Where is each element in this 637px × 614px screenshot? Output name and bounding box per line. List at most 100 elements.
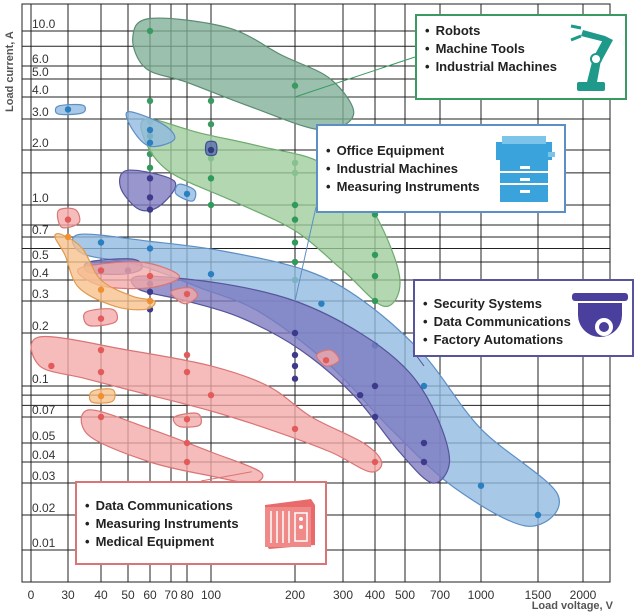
- region-shape: [54, 232, 156, 311]
- data-point: [207, 146, 215, 154]
- data-point: [356, 391, 364, 399]
- data-point: [207, 391, 215, 399]
- callout-data-pink: Data Communications Measuring Instrument…: [75, 481, 327, 565]
- data-point: [420, 382, 428, 390]
- data-point: [183, 290, 191, 298]
- region-shape: [132, 17, 355, 131]
- region-small-pink-2: [315, 349, 340, 367]
- callout-item: Data Communications: [423, 313, 624, 331]
- data-point: [64, 233, 72, 241]
- y-tick-label: 3.0: [32, 105, 49, 119]
- data-point: [97, 368, 105, 376]
- y-tick-label: 0.07: [32, 403, 56, 417]
- x-tick-label: 100: [201, 588, 221, 602]
- y-tick-label: 5.0: [32, 65, 49, 79]
- callout-item: Industrial Machines: [326, 160, 556, 178]
- data-point: [146, 288, 154, 296]
- y-tick-label: 0.05: [32, 429, 56, 443]
- y-tick-label: 1.0: [32, 191, 49, 205]
- data-regions: [30, 17, 560, 527]
- data-point: [207, 270, 215, 278]
- data-point: [371, 272, 379, 280]
- y-tick-label: 0.01: [32, 536, 56, 550]
- data-point: [207, 97, 215, 105]
- data-point: [48, 362, 55, 370]
- data-point: [97, 413, 105, 421]
- copier-icon: [496, 136, 555, 202]
- server-box-icon: [265, 499, 315, 549]
- data-point: [97, 392, 105, 400]
- y-tick-label: 0.4: [32, 266, 49, 280]
- y-tick-label: 0.2: [32, 319, 49, 333]
- data-point: [318, 300, 325, 307]
- callout-item: Office Equipment: [326, 142, 556, 160]
- data-point: [371, 413, 379, 421]
- data-point: [183, 458, 191, 466]
- data-point: [146, 272, 154, 280]
- data-point: [371, 251, 379, 259]
- region-red-spot: [56, 207, 81, 229]
- x-tick-label: 30: [61, 588, 75, 602]
- data-point: [207, 175, 215, 182]
- data-point: [291, 375, 299, 382]
- region-shape: [140, 118, 401, 308]
- y-tick-label: 2.0: [32, 136, 49, 150]
- data-point: [183, 351, 191, 359]
- x-tick-label: 1000: [468, 588, 495, 602]
- x-tick-label: 400: [365, 588, 385, 602]
- data-point: [183, 190, 191, 198]
- y-tick-label: 0.7: [32, 223, 49, 237]
- y-tick-labels: 10.0 6.05.0 4.0 3.0 2.0 1.0 0.7 0.5 0.4 0.3 0.2 0.1…: [32, 17, 56, 550]
- x-tick-label: 2000: [570, 588, 597, 602]
- region-blue-spot-1: [54, 103, 86, 116]
- leader-line: [294, 56, 416, 98]
- data-point: [420, 439, 428, 447]
- data-point: [146, 206, 154, 213]
- data-point: [64, 216, 72, 223]
- data-point: [183, 368, 191, 376]
- data-point: [146, 139, 154, 146]
- data-point: [291, 351, 299, 359]
- region-shape: [130, 275, 451, 484]
- data-point: [97, 267, 105, 274]
- callout-item: Machine Tools: [425, 40, 617, 58]
- data-point: [146, 297, 154, 305]
- dome-camera-icon: [572, 293, 628, 337]
- data-point: [371, 297, 379, 305]
- region-small-pink-1: [170, 286, 199, 305]
- leader-line: [200, 471, 252, 482]
- data-point: [97, 346, 105, 354]
- callout-item: Data Communications: [85, 497, 317, 515]
- y-tick-label: 6.0: [32, 52, 49, 66]
- callout-item: Measuring Instruments: [85, 515, 317, 533]
- callout-leader-lines: [200, 56, 425, 482]
- x-tick-label: 80: [180, 588, 194, 602]
- data-point: [146, 27, 154, 35]
- data-point: [291, 425, 299, 433]
- callout-robots: Robots Machine Tools Industrial Machines: [415, 14, 627, 100]
- data-point: [146, 97, 154, 105]
- x-tick-label: 0: [28, 588, 35, 602]
- x-tick-label: 700: [430, 588, 450, 602]
- region-small-pink-3: [83, 308, 119, 327]
- x-tick-label: 70: [164, 588, 178, 602]
- data-point: [146, 164, 154, 171]
- data-point: [534, 511, 542, 519]
- data-point: [146, 126, 154, 134]
- callout-item: Factory Automations: [423, 331, 624, 349]
- leader-line: [294, 206, 317, 302]
- data-point: [146, 194, 154, 201]
- data-point: [322, 357, 330, 364]
- data-point: [291, 329, 299, 337]
- x-axis-label: Load voltage, V: [532, 600, 614, 612]
- callout-security: Security Systems Data Communications Fac…: [413, 279, 634, 357]
- data-point: [371, 458, 379, 466]
- data-point: [291, 82, 299, 89]
- region-navy-spot: [204, 140, 218, 157]
- y-axis-label: Load current, A: [4, 31, 16, 112]
- x-tick-label: 50: [121, 588, 135, 602]
- region-blue-spot-3: [125, 111, 176, 148]
- data-point: [420, 458, 428, 466]
- callout-item: Measuring Instruments: [326, 178, 556, 196]
- x-tick-label: 300: [333, 588, 353, 602]
